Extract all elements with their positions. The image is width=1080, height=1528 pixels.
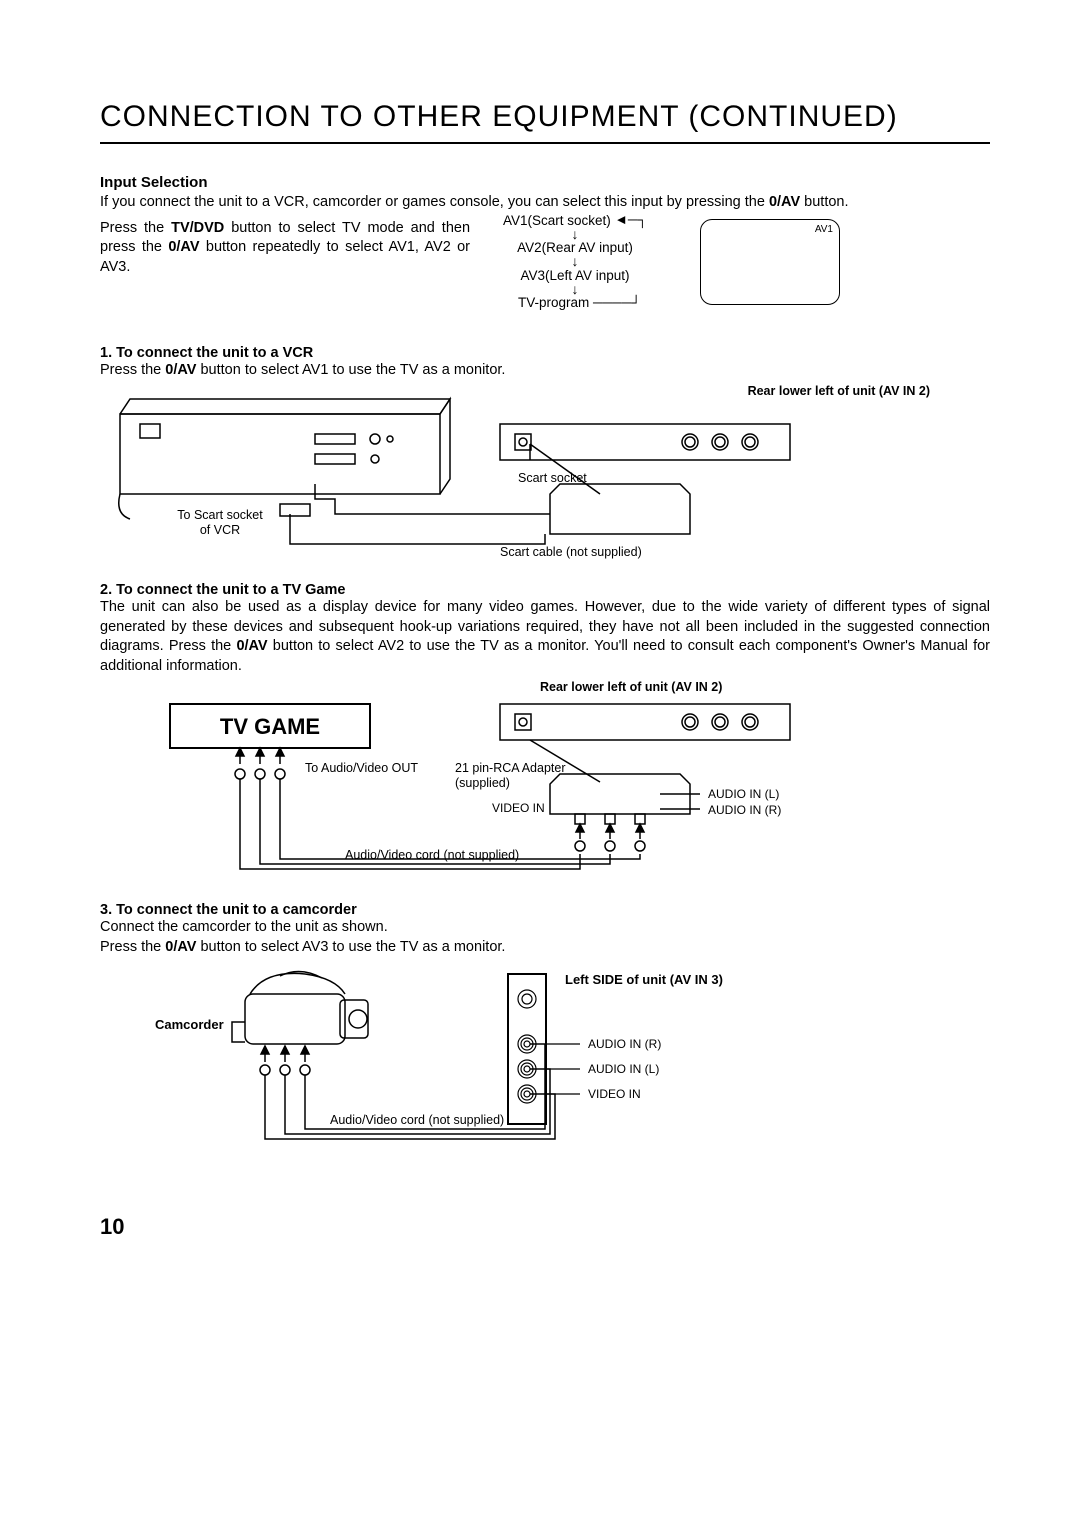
- input-selection-heading: Input Selection: [100, 174, 990, 191]
- sec1-panel-label: Rear lower left of unit (AV IN 2): [748, 384, 930, 398]
- camcorder-label: Camcorder: [155, 1017, 224, 1032]
- lbl-audio-r: AUDIO IN (R): [708, 803, 781, 817]
- sec3-video-in: VIDEO IN: [588, 1087, 641, 1101]
- lbl-audio-l: AUDIO IN (L): [708, 787, 779, 801]
- sec3-panel-label: Left SIDE of unit (AV IN 3): [565, 972, 723, 987]
- osd-screen: AV1: [700, 219, 840, 305]
- sec2-para: The unit can also be used as a display d…: [100, 598, 990, 676]
- sec1-b: 0/AV: [165, 362, 196, 378]
- arrow-down-icon: ↓: [490, 283, 660, 296]
- sec1-post: button to select AV1 to use the TV as a …: [196, 362, 505, 378]
- lbl-adapter1: 21 pin-RCA Adapter: [455, 761, 566, 775]
- input-selection-step: Press the TV/DVD button to select TV mod…: [100, 219, 470, 339]
- page-title-row: CONNECTION TO OTHER EQUIPMENT (CONTINUED…: [100, 100, 990, 144]
- step-b1: TV/DVD: [171, 220, 224, 236]
- arrow-down-icon: ↓: [490, 255, 660, 268]
- av-sequence: AV1(Scart socket) ◄─┐ ↓ AV2(Rear AV inpu…: [490, 213, 660, 311]
- svg-text:of VCR: of VCR: [200, 523, 240, 537]
- sec3-post: button to select AV3 to use the TV as a …: [196, 939, 505, 955]
- sec3-av-cord: Audio/Video cord (not supplied): [330, 1113, 504, 1127]
- intro-pre: If you connect the unit to a VCR, camcor…: [100, 194, 769, 210]
- seq-tv: TV-program: [518, 295, 589, 310]
- sec3-pre: Press the: [100, 939, 165, 955]
- sec3-heading: 3. To connect the unit to a camcorder: [100, 902, 990, 918]
- page-title: CONNECTION TO OTHER EQUIPMENT (CONTINUED…: [100, 100, 898, 133]
- sec3-b: 0/AV: [165, 939, 196, 955]
- seq-av1-label: AV1(Scart socket): [503, 213, 611, 228]
- sec2-panel-label: Rear lower left of unit (AV IN 2): [540, 680, 990, 694]
- input-selection-intro: If you connect the unit to a VCR, camcor…: [100, 193, 990, 213]
- lbl-adapter2: (supplied): [455, 776, 510, 790]
- tvgame-label: TV GAME: [220, 714, 320, 739]
- lbl-video-in: VIDEO IN: [492, 801, 545, 815]
- sec2-heading: 2. To connect the unit to a TV Game: [100, 582, 990, 598]
- sec2-b: 0/AV: [236, 638, 267, 654]
- sec3-line1: Connect the camcorder to the unit as sho…: [100, 918, 990, 938]
- diagram-camcorder: Camcorder: [100, 964, 990, 1164]
- step-b2: 0/AV: [168, 239, 199, 255]
- osd-label: AV1: [707, 224, 833, 235]
- lbl-avout: To Audio/Video OUT: [305, 761, 418, 775]
- tvgame-diagram-svg: TV GAME: [100, 694, 980, 884]
- arrow-down-icon: ↓: [490, 228, 660, 241]
- vcr-diagram-svg: To Scart socket of VCR Scart socket Scar…: [100, 384, 980, 559]
- lbl-scart-socket: Scart socket: [518, 471, 587, 485]
- sec3-audio-r: AUDIO IN (R): [588, 1037, 661, 1051]
- lbl-av-cord: Audio/Video cord (not supplied): [345, 848, 519, 862]
- sec1-pre: Press the: [100, 362, 165, 378]
- sec3-line2: Press the 0/AV button to select AV3 to u…: [100, 938, 990, 958]
- lbl-to-scart: To Scart socket: [177, 508, 263, 522]
- sec1-heading: 1. To connect the unit to a VCR: [100, 345, 990, 361]
- step-pre: Press the: [100, 220, 171, 236]
- camcorder-diagram-svg: Camcorder: [100, 964, 980, 1159]
- diagram-vcr: Rear lower left of unit (AV IN 2): [100, 384, 990, 564]
- page-number: 10: [100, 1214, 990, 1240]
- sec1-line: Press the 0/AV button to select AV1 to u…: [100, 361, 990, 381]
- sec3-audio-l: AUDIO IN (L): [588, 1062, 659, 1076]
- intro-bold: 0/AV: [769, 194, 800, 210]
- lbl-scart-cable: Scart cable (not supplied): [500, 545, 642, 559]
- intro-post: button.: [800, 194, 848, 210]
- diagram-tvgame: TV GAME: [100, 694, 990, 884]
